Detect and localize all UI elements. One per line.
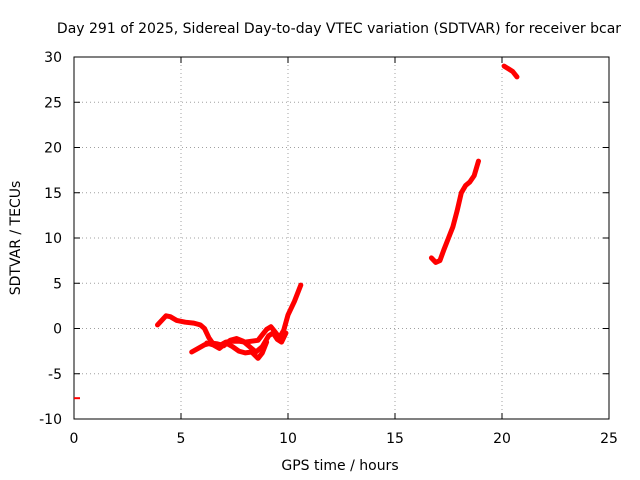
x-tick-label: 5 — [177, 431, 186, 447]
y-tick-label: -10 — [39, 412, 62, 428]
y-tick-label: 30 — [44, 50, 62, 66]
series-trace — [501, 63, 520, 80]
x-tick-label: 25 — [600, 431, 618, 447]
grid-lines — [74, 57, 609, 419]
x-tick-label: 15 — [386, 431, 404, 447]
chart-title: Day 291 of 2025, Sidereal Day-to-day VTE… — [57, 21, 621, 37]
y-tick-label: 10 — [44, 231, 62, 247]
x-axis-label: GPS time / hours — [281, 458, 398, 474]
y-axis-label: SDTVAR / TECUs — [8, 181, 24, 296]
series-trace — [428, 158, 481, 265]
series-trace — [204, 339, 270, 361]
y-tick-label: 5 — [53, 276, 62, 292]
x-tick-label: 0 — [70, 431, 79, 447]
y-tick-label: -5 — [48, 367, 62, 383]
x-tick-label: 20 — [493, 431, 511, 447]
y-tick-label: 20 — [44, 141, 62, 157]
x-tick-label: 10 — [279, 431, 297, 447]
series-trace — [155, 282, 304, 349]
y-tick-label: 25 — [44, 95, 62, 111]
y-tick-label: 15 — [44, 186, 62, 202]
data-series — [74, 63, 520, 400]
axis-ticks: 0 5 10 15 20 25 -10 -5 0 5 10 15 20 25 30 — [39, 50, 618, 447]
y-tick-label: 0 — [53, 322, 62, 338]
